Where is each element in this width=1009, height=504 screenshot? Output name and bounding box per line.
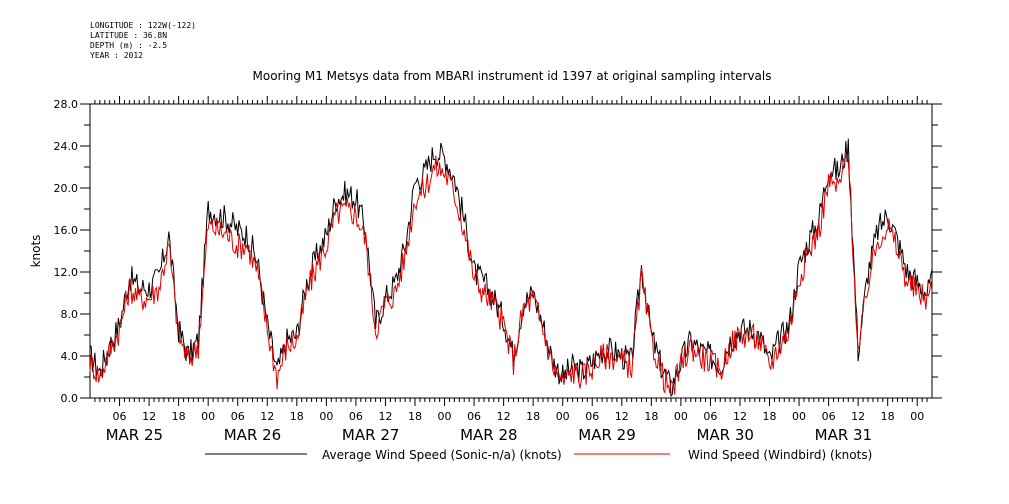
chart-title: Mooring M1 Metsys data from MBARI instru… xyxy=(253,69,772,83)
x-tick-label: 12 xyxy=(851,410,865,423)
x-tick-label: 06 xyxy=(231,410,245,423)
y-axis-label: knots xyxy=(29,235,43,268)
year-text: YEAR : 2012 xyxy=(90,51,143,60)
series-line-1 xyxy=(89,138,933,398)
x-day-label: MAR 30 xyxy=(696,426,753,444)
x-tick-label: 18 xyxy=(526,410,540,423)
x-tick-label: 00 xyxy=(674,410,688,423)
y-tick-label: 0.0 xyxy=(61,392,79,405)
x-tick-label: 18 xyxy=(644,410,658,423)
x-tick-label: 06 xyxy=(467,410,481,423)
x-tick-label: 18 xyxy=(172,410,186,423)
x-tick-label: 00 xyxy=(319,410,333,423)
x-day-label: MAR 31 xyxy=(815,426,872,444)
x-tick-label: 00 xyxy=(438,410,452,423)
x-tick-label: 12 xyxy=(497,410,511,423)
x-tick-label: 06 xyxy=(349,410,363,423)
x-day-label: MAR 29 xyxy=(578,426,635,444)
y-tick-label: 8.0 xyxy=(61,308,79,321)
x-tick-label: 12 xyxy=(615,410,629,423)
x-tick-label: 06 xyxy=(703,410,717,423)
legend-label: Average Wind Speed (Sonic-n/a) (knots) xyxy=(322,448,562,462)
x-tick-label: 00 xyxy=(556,410,570,423)
x-day-label: MAR 28 xyxy=(460,426,517,444)
legend-label: Wind Speed (Windbird) (knots) xyxy=(688,448,872,462)
x-tick-label: 18 xyxy=(763,410,777,423)
x-day-label: MAR 26 xyxy=(224,426,281,444)
x-tick-label: 06 xyxy=(822,410,836,423)
y-tick-label: 4.0 xyxy=(61,350,79,363)
x-tick-label: 06 xyxy=(113,410,127,423)
x-day-label: MAR 27 xyxy=(342,426,399,444)
x-tick-label: 00 xyxy=(792,410,806,423)
x-tick-label: 18 xyxy=(881,410,895,423)
metadata-block: LONGITUDE : 122W(-122) LATITUDE : 36.8N … xyxy=(90,21,196,61)
x-tick-label: 18 xyxy=(290,410,304,423)
latitude-text: LATITUDE : 36.8N xyxy=(90,31,168,40)
y-tick-label: 16.0 xyxy=(54,224,79,237)
x-tick-label: 00 xyxy=(201,410,215,423)
y-tick-label: 12.0 xyxy=(54,266,79,279)
series-line-2 xyxy=(89,153,933,395)
x-day-label: MAR 25 xyxy=(106,426,163,444)
x-tick-label: 18 xyxy=(408,410,422,423)
depth-text: DEPTH (m) : -2.5 xyxy=(90,41,168,50)
x-tick-label: 06 xyxy=(585,410,599,423)
y-tick-label: 28.0 xyxy=(54,98,79,111)
x-tick-label: 00 xyxy=(910,410,924,423)
x-tick-label: 12 xyxy=(142,410,156,423)
longitude-text: LONGITUDE : 122W(-122) xyxy=(90,21,196,30)
x-tick-label: 12 xyxy=(260,410,274,423)
y-tick-label: 20.0 xyxy=(54,182,79,195)
y-tick-label: 24.0 xyxy=(54,140,79,153)
x-tick-label: 12 xyxy=(733,410,747,423)
x-tick-label: 12 xyxy=(378,410,392,423)
